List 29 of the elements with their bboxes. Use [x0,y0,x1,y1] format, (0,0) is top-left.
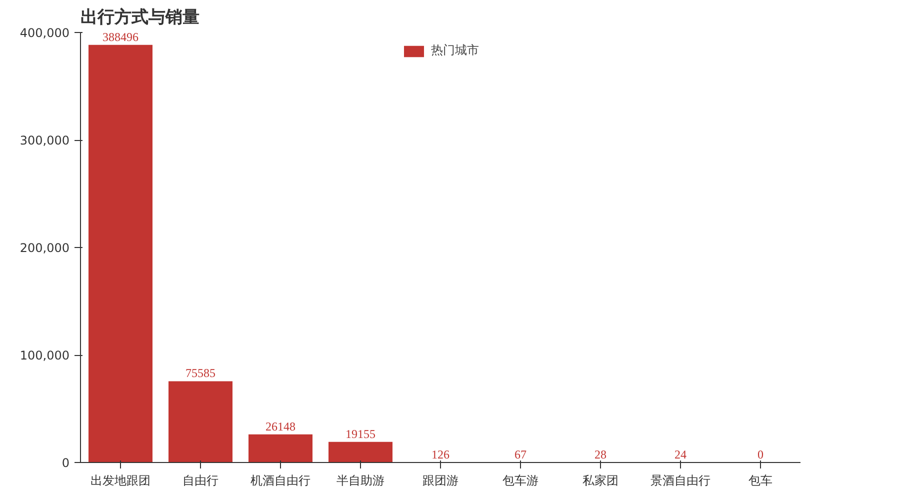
data-label: 24 [674,447,686,462]
data-label: 388496 [102,30,138,44]
y-tick-label: 0 [62,456,70,470]
bar [88,44,152,462]
data-label: 75585 [186,366,216,380]
data-label: 67 [514,447,526,462]
bar [328,442,392,462]
chart-title: 出行方式与销量 [80,8,200,28]
y-tick-label: 200,000 [20,241,70,255]
x-tick-label: 半自助游 [336,474,384,488]
legend-label: 热门城市 [431,42,479,59]
x-tick-label: 私家团 [582,474,618,488]
data-label: 126 [432,447,450,462]
bar [248,434,312,462]
y-tick-label: 300,000 [20,134,70,148]
y-tick-label: 400,000 [20,26,70,40]
x-tick-label: 跟团游 [422,474,458,488]
bar [168,381,232,462]
data-label: 26148 [266,419,296,434]
data-label: 19155 [346,426,376,441]
data-label: 0 [758,448,764,462]
data-label: 28 [594,447,606,462]
x-tick-label: 自由行 [182,474,218,488]
y-tick-label: 100,000 [20,348,70,362]
x-tick-label: 景酒自由行 [650,474,710,488]
x-tick-label: 包车游 [502,474,538,488]
x-tick-label: 包车 [748,474,772,488]
x-tick-label: 出发地跟团 [90,474,150,488]
x-tick-label: 机酒自由行 [250,474,310,488]
